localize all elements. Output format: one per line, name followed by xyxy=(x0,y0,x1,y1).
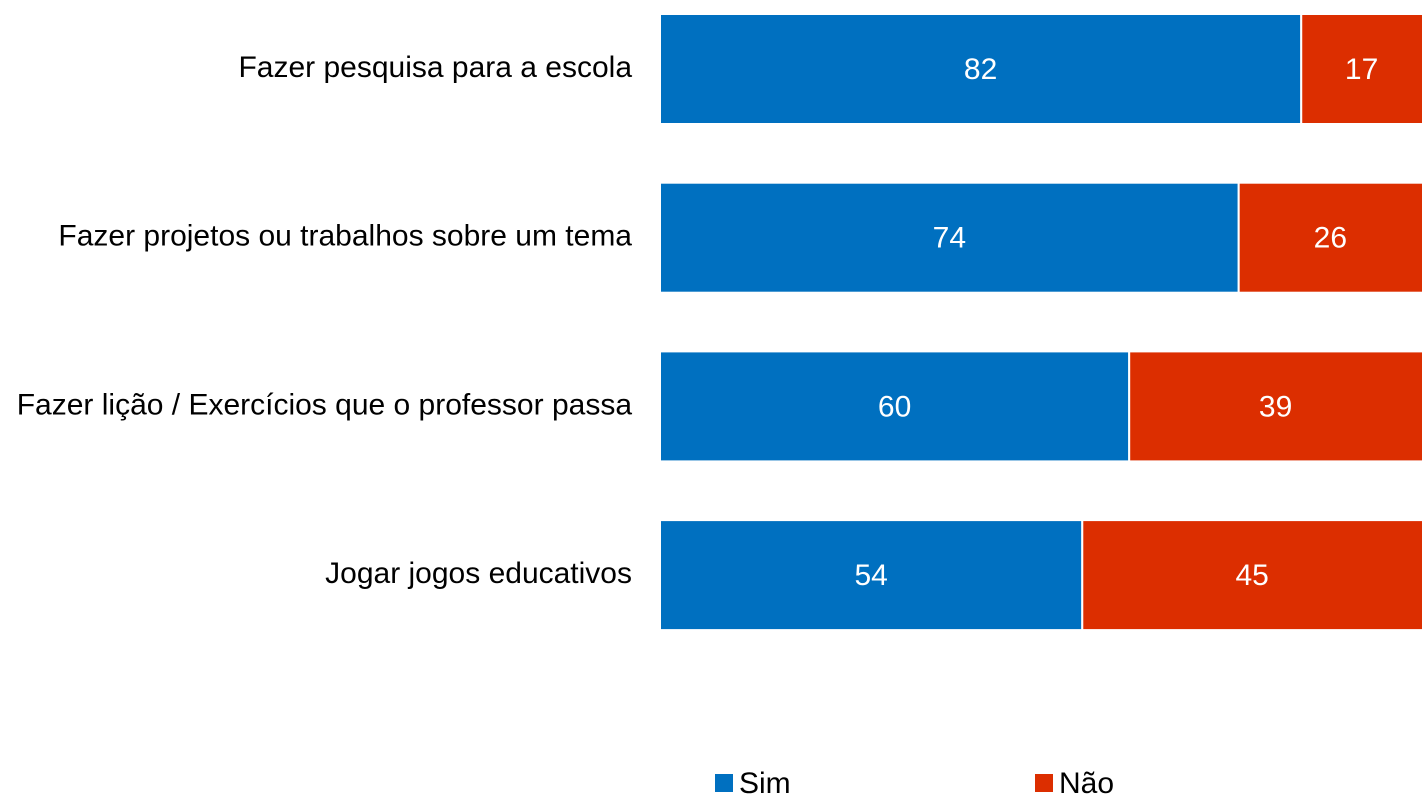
category-label: Fazer pesquisa para a escola xyxy=(238,51,632,84)
legend-label: Não xyxy=(1059,767,1114,798)
bar-segment xyxy=(659,519,1084,632)
value-label: 54 xyxy=(854,559,887,592)
value-label: 60 xyxy=(878,390,911,423)
bar-segment xyxy=(1300,13,1422,125)
bar-segment xyxy=(1237,181,1422,294)
bar-segment xyxy=(659,13,1303,125)
value-label: 26 xyxy=(1314,222,1347,255)
label-line: Fazer lição / Exercícios que o professor… xyxy=(17,388,633,421)
value-label: 39 xyxy=(1259,390,1292,423)
value-label: 82 xyxy=(964,53,997,86)
label-line: Fazer pesquisa para a escola xyxy=(238,51,632,84)
category-label: Fazer lição / Exercícios que o professor… xyxy=(17,388,633,421)
label-line: Fazer projetos ou trabalhos sobre um tem… xyxy=(58,220,632,253)
label-line: Jogar jogos educativos xyxy=(325,557,632,590)
bar-segment xyxy=(659,350,1131,463)
value-label: 74 xyxy=(933,222,966,255)
legend-swatch xyxy=(1035,774,1053,792)
value-label: 17 xyxy=(1345,53,1378,86)
bar-segment xyxy=(1081,519,1422,632)
legend-label: Sim xyxy=(739,767,791,798)
bar-segment xyxy=(1128,350,1422,463)
value-label: 45 xyxy=(1235,559,1268,592)
category-label: Fazer projetos ou trabalhos sobre um tem… xyxy=(58,220,632,253)
bar-segment xyxy=(659,181,1240,294)
category-label: Jogar jogos educativos xyxy=(325,557,632,590)
legend-swatch xyxy=(715,774,733,792)
